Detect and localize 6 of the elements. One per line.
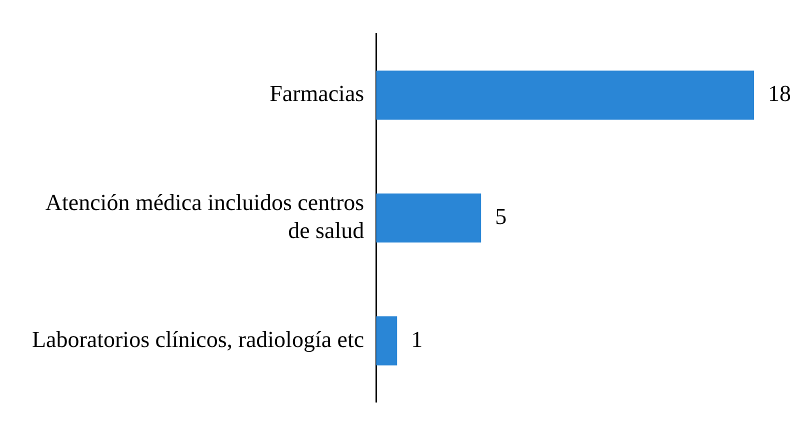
y-tick-label: Laboratorios clínicos, radiología etc — [32, 326, 364, 352]
data-label: 5 — [495, 204, 507, 230]
data-label: 18 — [768, 81, 791, 106]
data-label: 1 — [411, 326, 423, 352]
y-tick-label: Atención médica incluidos centros de salud — [45, 190, 365, 243]
y-tick-label: Farmacias — [270, 81, 364, 106]
